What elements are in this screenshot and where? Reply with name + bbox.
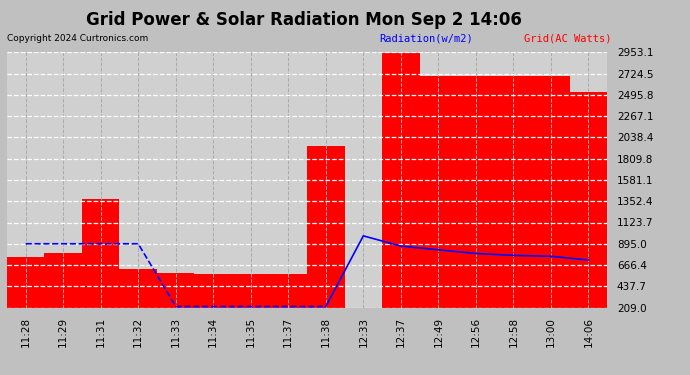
Bar [457, 76, 495, 308]
Bar [570, 92, 607, 308]
Bar [270, 274, 307, 308]
Text: Radiation(w/m2): Radiation(w/m2) [380, 34, 473, 44]
Bar [307, 146, 344, 308]
Bar [495, 76, 532, 308]
Bar [7, 257, 44, 307]
Bar [44, 253, 82, 308]
Bar [195, 274, 232, 308]
Text: Copyright 2024 Curtronics.com: Copyright 2024 Curtronics.com [7, 34, 148, 43]
Bar [532, 76, 570, 308]
Bar [157, 273, 195, 308]
Bar [82, 199, 119, 308]
Bar [382, 53, 420, 307]
Bar [420, 76, 457, 308]
Bar [119, 269, 157, 308]
Bar [232, 274, 270, 308]
Text: Grid(AC Watts): Grid(AC Watts) [524, 34, 612, 44]
Text: Grid Power & Solar Radiation Mon Sep 2 14:06: Grid Power & Solar Radiation Mon Sep 2 1… [86, 11, 522, 29]
